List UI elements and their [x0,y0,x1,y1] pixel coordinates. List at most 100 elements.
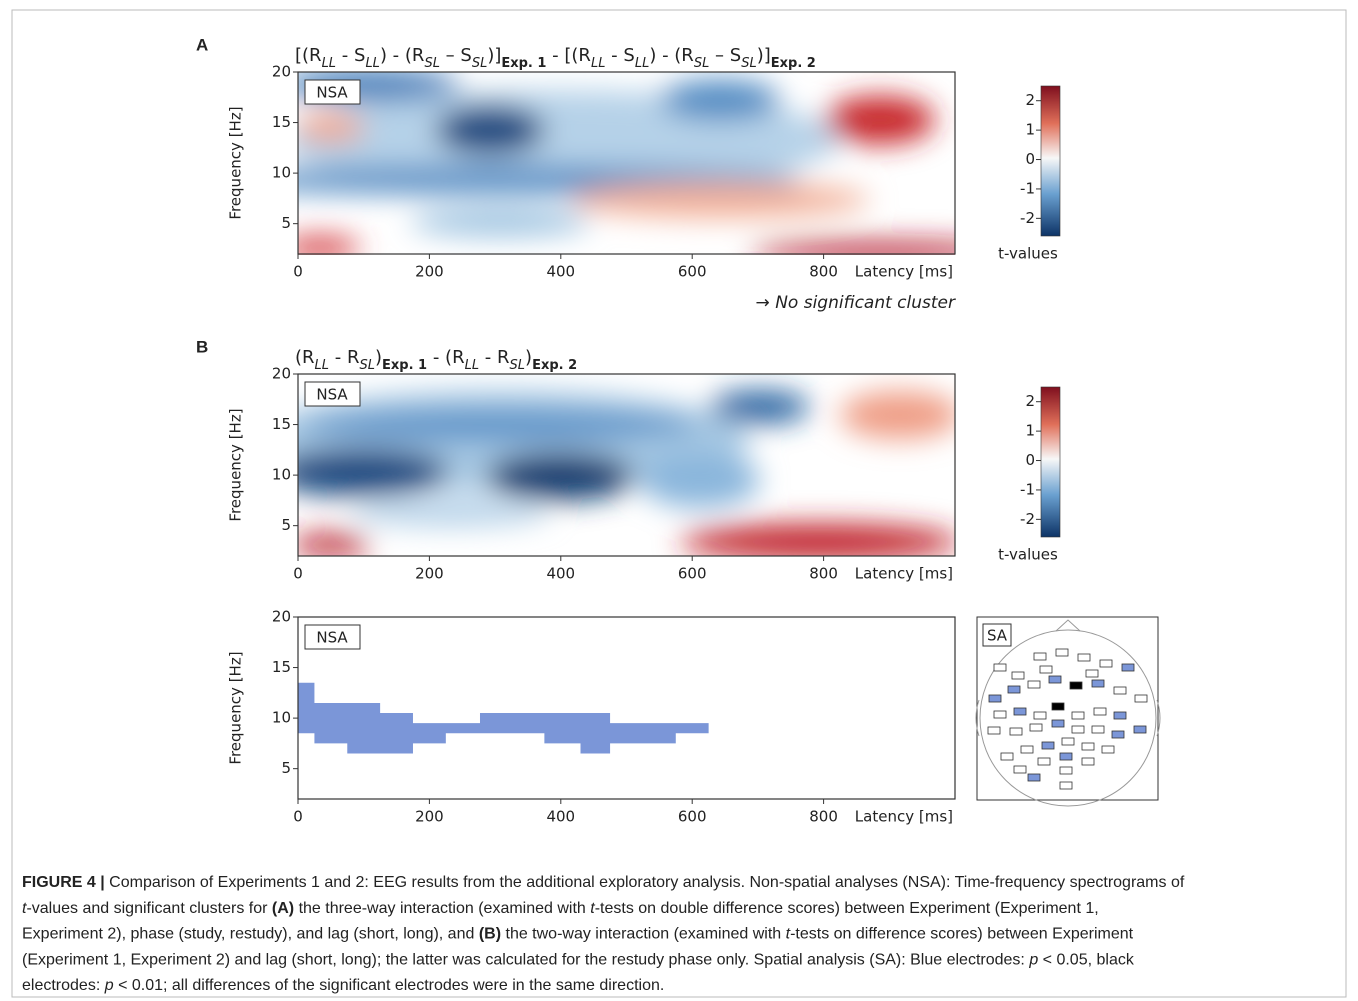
caption-part: (A) [272,900,294,917]
nsa-label: NSA [316,84,348,102]
sa-label-box [982,623,1012,647]
x-axis-label: Latency [ms] [855,565,953,583]
x-tick-label: 800 [809,263,838,281]
colorbar-tick-label: 1 [1025,121,1035,139]
colorbar-tick-label: 2 [1025,91,1035,109]
title-part: LL [365,56,380,71]
title-part: Exp. 2 [532,358,577,373]
x-tick-label: 400 [546,263,575,281]
electrode [1051,719,1065,728]
x-axis-label: Latency [ms] [855,263,953,281]
electrode [1059,781,1073,790]
y-tick-label: 5 [281,759,291,777]
x-tick-label: 600 [678,808,707,826]
electrode [1059,766,1073,775]
caption-part: FIGURE 4 | [22,874,109,891]
sa-label: SA [987,627,1008,645]
x-tick-label: 600 [678,565,707,583]
y-tick-label: 15 [272,415,291,433]
significant-cluster [298,682,709,754]
x-tick-label: 400 [546,565,575,583]
caption-part: the three-way interaction (examined with [294,900,590,917]
electrode [1013,707,1027,716]
colorbar-tick-label: -2 [1020,510,1035,528]
colorbar-tick-label: 0 [1025,150,1035,168]
title-part: SL [741,56,757,71]
head-outline [979,629,1157,807]
title-part: (R [295,347,315,368]
electrode [1041,741,1055,750]
x-tick-label: 800 [809,565,838,583]
title-part: ) [375,347,382,368]
caption-line: FIGURE 4 | Comparison of Experiments 1 a… [22,874,1185,891]
electrode [1113,686,1127,695]
title-part: SL [694,56,710,71]
caption-part: t [786,926,791,943]
title-part: Exp. 2 [771,56,816,71]
electrode [1071,711,1085,720]
title-part: - (R [427,347,464,368]
electrode [1059,752,1073,761]
panel-title: [(RLL - SLL) - (RSL – SSL)]Exp. 1 - [(RL… [295,45,816,71]
caption-part: the two-way interaction (examined with [501,926,786,943]
electrode [1027,680,1041,689]
colorbar-label: t-values [998,245,1058,263]
caption-part: t [22,900,27,917]
nsa-label-box [304,624,361,650]
nsa-label: NSA [316,386,348,404]
title-part: ) - (R [380,45,425,66]
caption-part: < 0.05, black [1038,952,1135,969]
x-tick-label: 0 [293,808,303,826]
y-axis-label: Frequency [Hz] [227,106,245,219]
electrode [1099,659,1113,668]
nsa-label-box [304,381,361,407]
colorbar-tick-label: -1 [1020,179,1035,197]
title-part: SL [424,56,440,71]
title-part: - S [336,45,365,66]
caption-line: t-values and significant clusters for (A… [22,900,1099,917]
caption-part: (B) [479,926,501,943]
x-tick-label: 0 [293,565,303,583]
electrode [1039,665,1053,674]
caption-part: t [590,900,595,917]
x-tick-label: 200 [415,808,444,826]
y-tick-label: 10 [272,709,291,727]
y-tick-label: 20 [272,365,291,383]
colorbar [1040,85,1061,237]
electrode [1000,752,1014,761]
electrode [1020,745,1034,754]
nose [1055,619,1081,632]
colorbar-tick-label: 1 [1025,422,1035,440]
y-tick-label: 20 [272,608,291,626]
electrode-map [975,616,1161,807]
colorbar-label: t-values [998,546,1058,564]
title-part: [(R [295,45,322,66]
title-part: SL [510,358,526,373]
caption-part: < 0.01; all differences of the significa… [114,977,665,994]
electrode [1029,723,1043,732]
electrode [1033,652,1047,661]
electrode [1033,711,1047,720]
caption-line: Experiment 2), phase (study, restudy), a… [22,926,1134,943]
caption-part: electrodes: [22,977,105,994]
title-part: ) [525,347,532,368]
title-part: LL [465,358,480,373]
electrode [1013,765,1027,774]
plot-frame [297,373,956,557]
y-axis-label: Frequency [Hz] [227,651,245,764]
electrode [1111,730,1125,739]
figure-border [11,9,1347,998]
caption-part: p [1028,952,1038,969]
x-tick-label: 200 [415,565,444,583]
electrode [1133,725,1147,734]
electrode [1051,702,1065,711]
electrode [1134,694,1148,703]
colorbar-tick-label: 0 [1025,451,1035,469]
electrode [1037,757,1051,766]
electrode [993,663,1007,672]
title-part: LL [591,56,606,71]
panel-title: (RLL - RSL)Exp. 1 - (RLL - RSL)Exp. 2 [295,347,577,373]
title-part: SL [359,358,375,373]
x-tick-label: 600 [678,263,707,281]
